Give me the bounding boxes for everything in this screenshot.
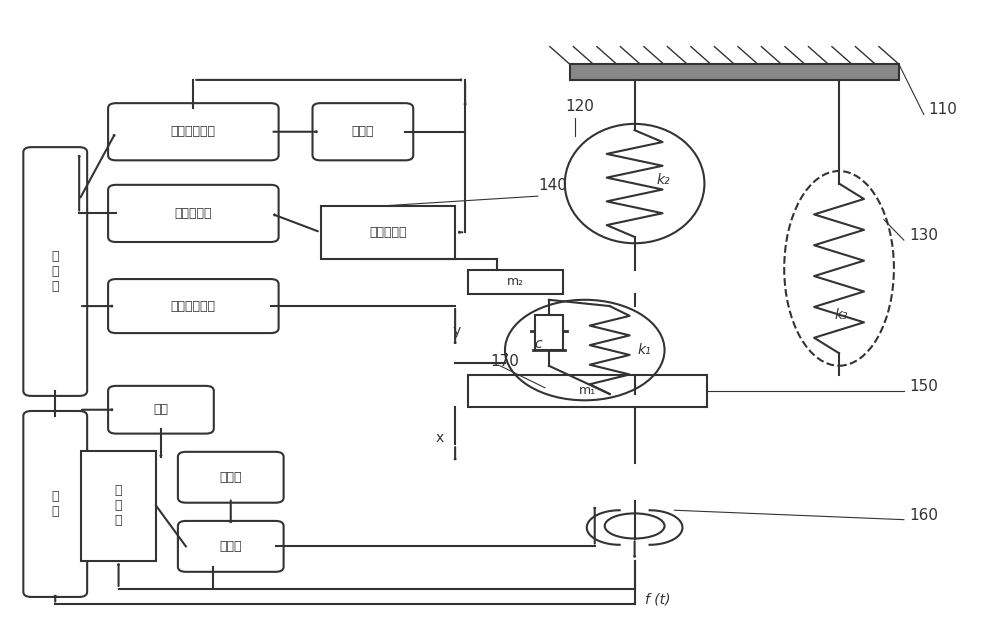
Text: 电
源: 电 源 (51, 490, 59, 518)
Text: 信号采集卡: 信号采集卡 (175, 207, 212, 220)
Bar (570, 64, 899, 80)
FancyBboxPatch shape (23, 147, 87, 396)
Text: 150: 150 (909, 379, 938, 394)
Bar (468, 375, 707, 406)
Text: 测
速
仰: 测 速 仰 (115, 484, 122, 527)
Bar (468, 269, 563, 293)
Text: 输入: 输入 (153, 403, 168, 416)
Text: 前置器: 前置器 (352, 125, 374, 138)
Text: y: y (452, 324, 460, 338)
FancyBboxPatch shape (178, 452, 284, 503)
Text: 130: 130 (909, 228, 938, 243)
Text: 模态分解模块: 模态分解模块 (171, 125, 216, 138)
Bar (320, 206, 455, 259)
FancyBboxPatch shape (108, 103, 279, 160)
FancyBboxPatch shape (178, 521, 284, 572)
FancyBboxPatch shape (108, 185, 279, 242)
Text: 位移传感器: 位移传感器 (369, 226, 407, 239)
Text: 直
流
源: 直 流 源 (51, 250, 59, 293)
Text: k₂: k₂ (657, 174, 670, 187)
Bar (81, 451, 156, 560)
FancyBboxPatch shape (313, 103, 413, 160)
Text: k₃: k₃ (834, 309, 848, 322)
FancyBboxPatch shape (108, 279, 279, 333)
Text: f (t): f (t) (645, 593, 670, 606)
Text: 170: 170 (490, 354, 519, 369)
Text: c: c (534, 337, 542, 351)
Text: 120: 120 (565, 99, 594, 114)
Text: 直流激励电源: 直流激励电源 (171, 300, 216, 312)
Text: x: x (435, 431, 443, 445)
Text: k₁: k₁ (638, 343, 651, 357)
Text: 160: 160 (909, 508, 938, 522)
FancyBboxPatch shape (108, 386, 214, 433)
Text: 变压器: 变压器 (219, 471, 242, 484)
Text: m₁: m₁ (579, 384, 596, 398)
Text: 变频器: 变频器 (219, 540, 242, 553)
Text: 140: 140 (538, 178, 567, 193)
FancyBboxPatch shape (23, 411, 87, 597)
Text: 110: 110 (929, 102, 958, 117)
Bar (535, 316, 563, 350)
Text: m₂: m₂ (507, 275, 524, 288)
